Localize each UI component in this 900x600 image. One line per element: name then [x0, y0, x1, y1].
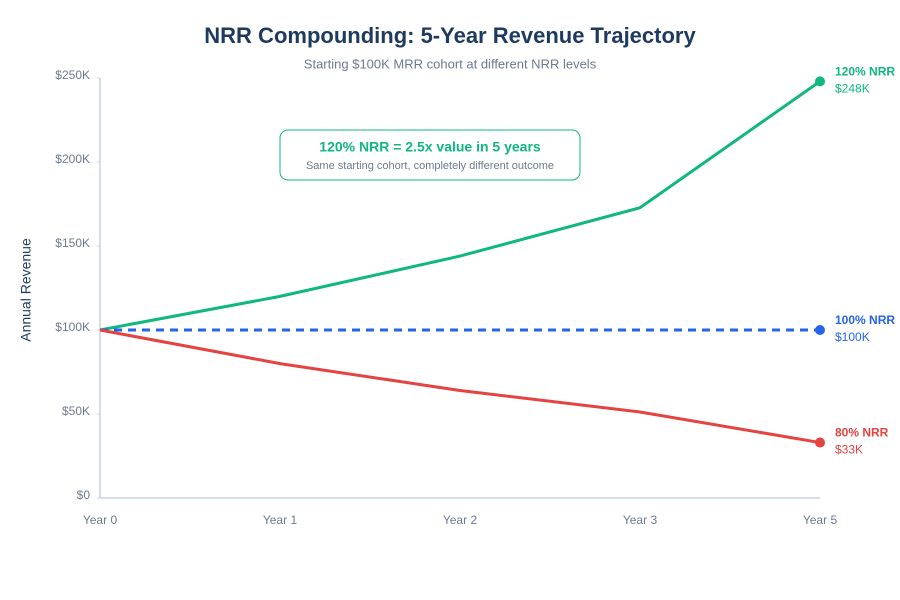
x-tick-label: Year 0 [83, 513, 118, 527]
series-label: 120% NRR [835, 65, 895, 79]
y-tick-label: $100K [55, 320, 90, 334]
value-label: $248K [835, 82, 870, 96]
y-tick-label: $200K [55, 152, 90, 166]
end-point [815, 325, 825, 335]
series-line [99, 80, 821, 332]
series-label: 80% NRR [835, 426, 889, 440]
y-axis-label: Annual Revenue [18, 238, 34, 342]
x-tick-label: Year 1 [263, 513, 298, 527]
series-line [99, 328, 821, 445]
chart-subtitle: Starting $100K MRR cohort at different N… [304, 56, 597, 71]
value-label: $33K [835, 443, 863, 457]
value-label: $100K [835, 330, 870, 344]
series-label: 100% NRR [835, 313, 895, 327]
chart-title: NRR Compounding: 5-Year Revenue Trajecto… [204, 23, 696, 48]
x-tick-label: Year 3 [623, 513, 658, 527]
annotation-title: 120% NRR = 2.5x value in 5 years [319, 139, 541, 155]
y-tick-label: $250K [55, 68, 90, 82]
end-point [815, 437, 825, 448]
x-tick-label: Year 2 [443, 513, 478, 527]
y-tick-label: $0 [77, 488, 91, 502]
end-point [815, 76, 825, 87]
x-tick-label: Year 5 [803, 513, 838, 527]
annotation-text: Same starting cohort, completely differe… [306, 160, 554, 172]
y-tick-label: $150K [55, 236, 90, 250]
annotation-box [279, 129, 581, 181]
y-tick-label: $50K [62, 404, 90, 418]
